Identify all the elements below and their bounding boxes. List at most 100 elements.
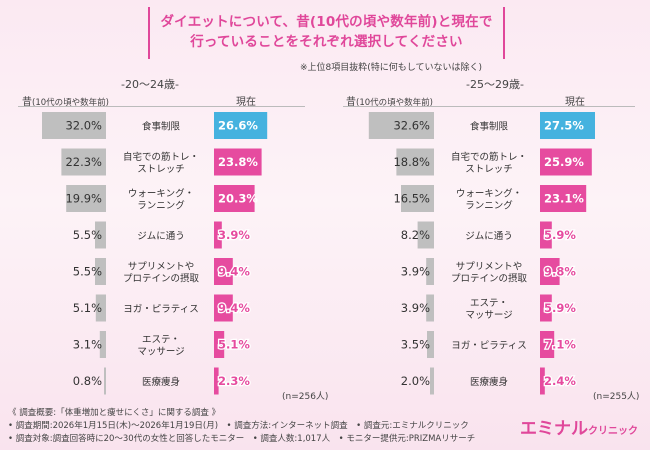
now-value-label: 20.3% bbox=[218, 192, 258, 206]
past-bar bbox=[95, 258, 106, 285]
past-sub-left: (10代の頃や数年前) bbox=[32, 98, 109, 108]
clinic-logo: エミナルクリニック bbox=[520, 414, 638, 439]
now-value-label: 5.9% bbox=[544, 228, 576, 242]
now-value-label: 26.6% bbox=[218, 119, 258, 133]
now-bar bbox=[540, 367, 545, 395]
header-divider-right bbox=[343, 106, 635, 107]
n-label-right: (n=255人) bbox=[593, 392, 640, 402]
past-value-label: 2.0% bbox=[401, 374, 430, 388]
category-label: 食事制限 bbox=[470, 121, 509, 133]
now-bar bbox=[540, 258, 560, 285]
category-label: 食事制限 bbox=[142, 121, 181, 133]
now-header-right: 現在 bbox=[565, 97, 585, 108]
title-line-2: 行っていることをそれぞれ選択してください bbox=[190, 34, 463, 50]
past-value-label: 3.9% bbox=[401, 301, 430, 315]
past-label-left: 昔 bbox=[22, 97, 32, 108]
past-bar bbox=[99, 331, 106, 358]
category-label: サプリメントや bbox=[456, 262, 523, 273]
past-header-right: 昔(10代の頃や数年前) bbox=[346, 93, 433, 108]
now-value-label: 9.8% bbox=[544, 265, 576, 279]
past-value-label: 32.0% bbox=[65, 119, 102, 133]
past-bar bbox=[368, 112, 434, 139]
past-value-label: 32.6% bbox=[393, 119, 430, 133]
category-label: エステ・ bbox=[470, 298, 508, 309]
category-label: プロテインの摂取 bbox=[123, 273, 200, 285]
past-value-label: 5.5% bbox=[73, 265, 102, 279]
now-bar bbox=[540, 185, 587, 212]
past-value-label: 3.9% bbox=[401, 265, 430, 279]
now-bar bbox=[214, 221, 222, 249]
now-value-label: 2.4% bbox=[544, 374, 576, 388]
category-label: ジムに通う bbox=[137, 231, 185, 242]
header-divider-left bbox=[18, 106, 305, 107]
category-label: 自宅での筋トレ・ bbox=[123, 151, 199, 163]
footer-line-3: • 調査対象:調査回答時に20〜30代の女性と回答したモニター • 調査人数:1… bbox=[8, 434, 476, 444]
now-value-label: 9.4% bbox=[218, 265, 250, 279]
chart-title: ダイエットについて、昔(10代の頃や数年前)と現在で 行っていることをそれぞれ選… bbox=[148, 7, 505, 59]
footer-line-1: 《 調査概要:「体重増加と痩せにくさ」に関する調査 》 bbox=[8, 408, 221, 418]
category-label: マッサージ bbox=[137, 347, 184, 358]
now-value-label: 23.8% bbox=[218, 155, 258, 169]
past-value-label: 19.9% bbox=[65, 192, 102, 206]
now-value-label: 25.9% bbox=[544, 155, 584, 169]
logo-main: エミナル bbox=[520, 419, 588, 439]
past-label-right: 昔 bbox=[346, 97, 356, 108]
past-value-label: 8.2% bbox=[401, 228, 430, 242]
past-bar bbox=[430, 367, 434, 395]
now-bar bbox=[214, 148, 262, 176]
category-label: プロテインの摂取 bbox=[451, 273, 528, 285]
category-label: ジムに通う bbox=[465, 231, 513, 242]
now-value-label: 27.5% bbox=[544, 119, 584, 133]
category-label: サプリメントや bbox=[128, 262, 195, 273]
now-value-label: 2.3% bbox=[218, 374, 250, 388]
category-label: 自宅での筋トレ・ bbox=[451, 151, 527, 163]
now-bar bbox=[214, 367, 219, 395]
past-value-label: 18.8% bbox=[393, 155, 430, 169]
past-value-label: 3.1% bbox=[73, 338, 102, 352]
past-value-label: 0.8% bbox=[73, 374, 102, 388]
past-bar bbox=[42, 112, 106, 139]
category-label: ランニング bbox=[137, 200, 185, 212]
panel-title-right: -25〜29歳- bbox=[466, 78, 524, 91]
past-bar bbox=[95, 294, 106, 322]
category-label: エステ・ bbox=[142, 335, 180, 346]
now-bar bbox=[540, 221, 552, 249]
category-label: ストレッチ bbox=[465, 164, 513, 175]
now-value-label: 3.9% bbox=[218, 228, 250, 242]
category-label: 医療痩身 bbox=[142, 376, 180, 388]
past-bar bbox=[396, 148, 434, 176]
category-label: ヨガ・ピラティス bbox=[123, 304, 198, 315]
now-bar bbox=[214, 331, 225, 358]
category-label: ウォーキング・ bbox=[128, 188, 194, 200]
past-value-label: 5.1% bbox=[73, 301, 102, 315]
category-label: マッサージ bbox=[465, 310, 512, 321]
now-value-label: 9.4% bbox=[218, 301, 250, 315]
now-bar bbox=[540, 331, 555, 358]
category-label: ヨガ・ピラティス bbox=[451, 341, 526, 352]
n-label-left: (n=256人) bbox=[282, 392, 329, 402]
past-bar bbox=[417, 221, 434, 249]
past-value-label: 3.5% bbox=[401, 338, 430, 352]
past-bar bbox=[401, 185, 434, 212]
past-bar bbox=[61, 148, 106, 176]
now-bar bbox=[214, 112, 268, 139]
past-header-left: 昔(10代の頃や数年前) bbox=[22, 93, 109, 108]
category-label: ストレッチ bbox=[137, 164, 185, 175]
now-value-label: 23.1% bbox=[544, 192, 584, 206]
past-value-label: 22.3% bbox=[65, 155, 102, 169]
now-header-left: 現在 bbox=[236, 97, 256, 108]
past-bar bbox=[66, 185, 106, 212]
past-bar bbox=[427, 331, 434, 358]
past-sub-right: (10代の頃や数年前) bbox=[356, 98, 433, 108]
now-value-label: 7.1% bbox=[544, 338, 576, 352]
now-bar bbox=[540, 294, 552, 322]
past-value-label: 5.5% bbox=[73, 228, 102, 242]
now-bar bbox=[214, 185, 255, 212]
category-label: 医療痩身 bbox=[470, 376, 508, 388]
title-line-1: ダイエットについて、昔(10代の頃や数年前)と現在で bbox=[160, 14, 493, 30]
past-value-label: 16.5% bbox=[393, 192, 430, 206]
now-bar bbox=[540, 112, 595, 139]
category-label: ランニング bbox=[465, 200, 513, 212]
now-bar bbox=[540, 148, 592, 176]
